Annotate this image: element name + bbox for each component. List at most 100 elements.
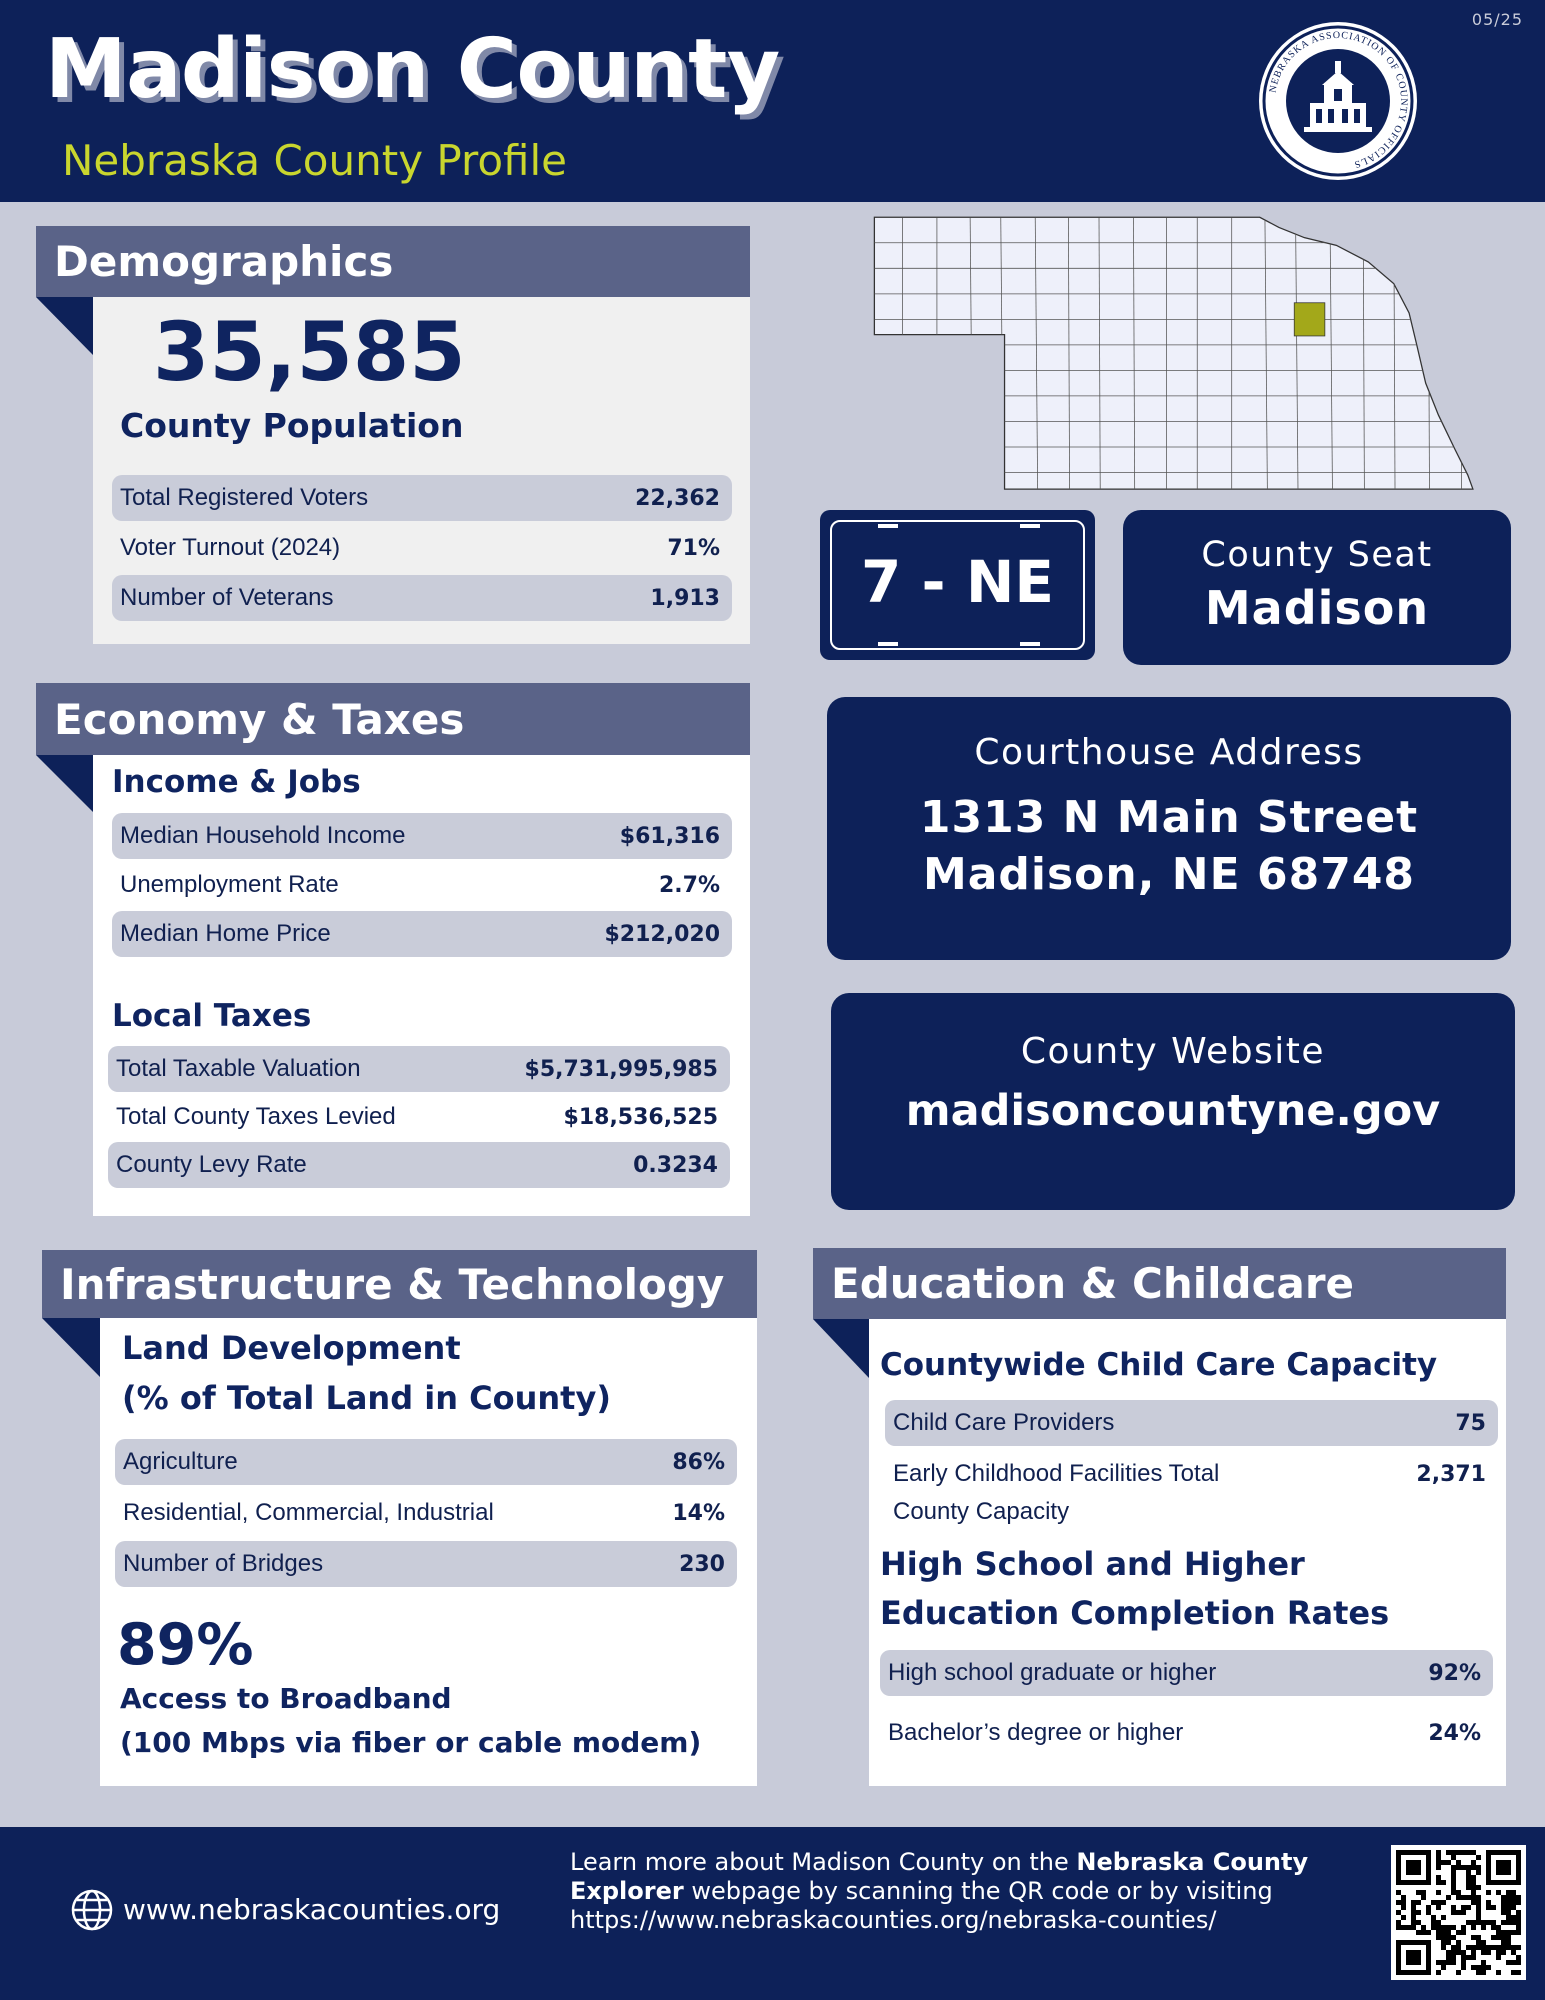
qr-module: [1456, 1940, 1461, 1945]
qr-module: [1496, 1970, 1501, 1975]
qr-module: [1516, 1895, 1521, 1900]
qr-module: [1491, 1925, 1496, 1930]
qr-module: [1476, 1940, 1481, 1945]
qr-module: [1476, 1870, 1481, 1875]
qr-module: [1436, 1905, 1441, 1910]
globe-icon: [71, 1889, 113, 1931]
stat-label: Bachelor’s degree or higher: [888, 1719, 1184, 1746]
qr-module: [1456, 1895, 1461, 1900]
stat-value: 0.3234: [633, 1153, 718, 1178]
qr-module: [1471, 1850, 1476, 1855]
qr-module: [1511, 1915, 1516, 1920]
stat-value: 86%: [672, 1450, 725, 1475]
box-value: madisoncountyne.gov: [905, 1086, 1441, 1136]
county-line: [1133, 217, 1136, 490]
qr-module: [1511, 1895, 1516, 1900]
qr-module: [1476, 1865, 1481, 1870]
qr-module: [1451, 1910, 1456, 1915]
stat-label: Residential, Commercial, Industrial: [123, 1499, 494, 1526]
qr-module: [1501, 1930, 1506, 1935]
qr-module: [1471, 1880, 1476, 1885]
qr-module: [1456, 1910, 1461, 1915]
subtitle: Nebraska County Profile: [62, 136, 568, 185]
qr-module: [1476, 1855, 1481, 1860]
qr-module: [1466, 1870, 1471, 1875]
qr-module: [1491, 1945, 1496, 1950]
qr-module: [1436, 1890, 1441, 1895]
qr-module: [1516, 1920, 1521, 1925]
corner-tab: [42, 1318, 100, 1377]
plate: 7 - NE: [820, 510, 1095, 660]
qr-module: [1456, 1890, 1461, 1895]
qr-module: [1511, 1930, 1516, 1935]
qr-module: [1446, 1960, 1451, 1965]
stat-value: $5,731,995,985: [524, 1057, 718, 1082]
qr-module: [1451, 1870, 1456, 1875]
qr-module: [1436, 1880, 1441, 1885]
qr-module: [1451, 1865, 1456, 1870]
footer-website: www.nebraskacounties.org: [123, 1893, 501, 1926]
stat-row: Voter Turnout (2024) 71%: [112, 525, 732, 571]
qr-module: [1486, 1945, 1491, 1950]
qr-module: [1511, 1890, 1516, 1895]
qr-module: [1471, 1965, 1476, 1970]
qr-module: [1436, 1865, 1441, 1870]
qr-module: [1461, 1905, 1466, 1910]
qr-module: [1466, 1880, 1471, 1885]
qr-module: [1481, 1970, 1486, 1975]
qr-module: [1486, 1920, 1491, 1925]
qr-module: [1441, 1945, 1446, 1950]
subheading: Land Development: [122, 1329, 461, 1367]
qr-module: [1496, 1930, 1501, 1935]
plate-mark: [878, 524, 898, 528]
qr-finder: [1406, 1950, 1421, 1965]
qr-module: [1506, 1890, 1511, 1895]
corner-tab: [813, 1319, 869, 1378]
qr-module: [1481, 1920, 1486, 1925]
qr-module: [1436, 1855, 1441, 1860]
corner-tab: [36, 755, 93, 812]
stat-row: Child Care Providers 75: [885, 1400, 1498, 1446]
box-value: Madison: [1204, 581, 1430, 635]
qr-module: [1411, 1900, 1416, 1905]
website-box: County Website madisoncountyne.gov: [831, 993, 1515, 1210]
qr-module: [1471, 1945, 1476, 1950]
qr-module: [1446, 1935, 1451, 1940]
qr-module: [1516, 1900, 1521, 1905]
stat-value: 92%: [1428, 1661, 1481, 1686]
state-outline: [873, 216, 1474, 490]
qr-module: [1436, 1960, 1441, 1965]
section-header: Demographics: [36, 226, 750, 297]
qr-module: [1481, 1965, 1486, 1970]
qr-module: [1506, 1930, 1511, 1935]
qr-module: [1441, 1880, 1446, 1885]
qr-module: [1481, 1925, 1486, 1930]
qr-module: [1401, 1915, 1406, 1920]
qr-module: [1471, 1885, 1476, 1890]
qr-module: [1441, 1915, 1446, 1920]
qr-module: [1506, 1910, 1511, 1915]
qr-module: [1511, 1950, 1516, 1955]
box-label: County Seat: [1201, 535, 1433, 575]
qr-module: [1396, 1910, 1401, 1915]
qr-module: [1456, 1970, 1461, 1975]
qr-module: [1516, 1915, 1521, 1920]
qr-module: [1431, 1920, 1436, 1925]
qr-module: [1486, 1890, 1491, 1895]
stat-value: 2.7%: [658, 873, 720, 898]
qr-module: [1416, 1920, 1421, 1925]
qr-module: [1516, 1960, 1521, 1965]
qr-module: [1441, 1930, 1446, 1935]
section-header: Economy & Taxes: [36, 683, 750, 755]
qr-module: [1486, 1965, 1491, 1970]
note-text: webpage by scanning the QR code or by vi…: [570, 1877, 1273, 1934]
county-seat-box: County Seat Madison: [1123, 510, 1511, 665]
stat-row: Median Home Price $212,020: [112, 911, 732, 957]
qr-module: [1456, 1865, 1461, 1870]
qr-module: [1441, 1900, 1446, 1905]
qr-module: [1506, 1905, 1511, 1910]
qr-module: [1476, 1885, 1481, 1890]
qr-module: [1461, 1960, 1466, 1965]
qr-module: [1451, 1905, 1456, 1910]
